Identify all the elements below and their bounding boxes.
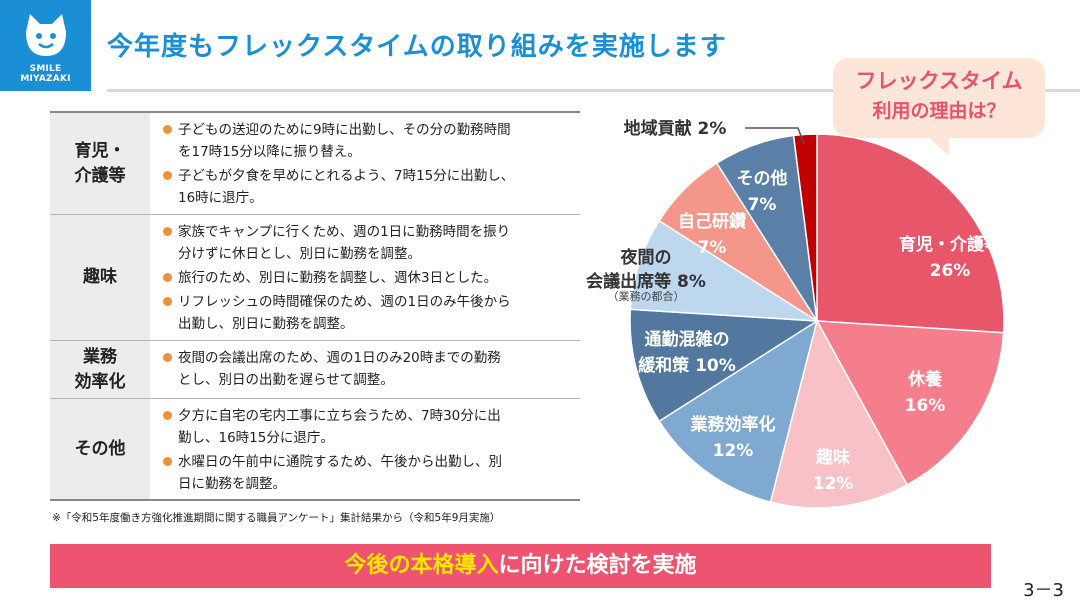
mascot-icon <box>26 14 66 56</box>
pie-slice <box>629 219 818 322</box>
table-row: 趣味 家族でキャンプに行くため、週の1日に勤務時間を振り 分けずに休日とし、別日… <box>50 214 580 340</box>
category-cell: 育児・ 介護等 <box>50 113 150 214</box>
logo-text-line1: SMILE <box>29 64 62 74</box>
slice-label: 自己研鑽 <box>678 211 746 232</box>
pie-slice <box>658 319 819 504</box>
example-item: 旅行のため、別日に勤務を調整し、週休3日とした。 <box>162 267 572 289</box>
example-list: 夕方に自宅の宅内工事に立ち会うため、7時30分に出 勤し、16時15分に退庁。 … <box>150 399 580 499</box>
slice-label: 育児・介護等 <box>899 234 1001 255</box>
example-item: 家族でキャンプに行くため、週の1日に勤務時間を振り 分けずに休日とし、別日に勤務… <box>162 221 572 265</box>
slice-label: 通勤混雑の <box>645 329 730 350</box>
slice-label: その他 <box>737 168 788 189</box>
table-row: その他 夕方に自宅の宅内工事に立ち会うため、7時30分に出 勤し、16時15分に… <box>50 398 580 499</box>
pie-slice <box>816 133 1005 334</box>
example-list: 家族でキャンプに行くため、週の1日に勤務時間を振り 分けずに休日とし、別日に勤務… <box>150 215 580 340</box>
callout-bubble: フレックスタイム 利用の理由は？ <box>833 58 1045 138</box>
slice-sublabel: （業務の都合） <box>608 289 685 303</box>
example-list: 子どもの送迎のために9時に出勤し、その分の勤務時間 を17時15分以降に振り替え… <box>150 113 580 214</box>
slice-label: 緩和策 10% <box>638 355 736 376</box>
category-cell: 業務 効率化 <box>50 341 150 398</box>
slice-label: 業務効率化 <box>691 414 776 435</box>
category-cell: その他 <box>50 399 150 499</box>
slice-label: 地域貢献 2% <box>624 118 727 139</box>
example-item: 夜間の会議出席のため、週の1日のみ20時までの勤務 とし、別日の出勤を遅らせて調… <box>162 347 572 391</box>
slice-label: 夜間の <box>620 247 672 268</box>
leader-line <box>745 127 805 145</box>
pie-slice <box>815 320 1005 486</box>
table-row: 業務 効率化 夜間の会議出席のため、週の1日のみ20時までの勤務 とし、別日の出… <box>50 340 580 398</box>
callout-line2: 利用の理由は？ <box>872 100 1006 122</box>
example-item: リフレッシュの時間確保のため、週の1日のみ午後から 出勤し、別日に勤務を調整。 <box>162 291 572 335</box>
title-divider <box>107 89 1080 92</box>
banner-emphasis: 今後の本格導入 <box>344 553 499 578</box>
reasons-table: 育児・ 介護等 子どもの送迎のために9時に出勤し、その分の勤務時間 を17時15… <box>50 111 580 501</box>
slice-label: 趣味 <box>815 447 850 468</box>
logo: SMILE MIYAZAKI <box>0 0 91 91</box>
slice-label: 12% <box>813 474 854 494</box>
pie-slice <box>792 133 818 322</box>
page-number: 3－3 <box>1023 580 1064 601</box>
pie-slice <box>769 318 909 509</box>
slice-label: 7% <box>748 195 777 215</box>
callout-line1: フレックスタイム <box>855 69 1023 93</box>
example-item: 子どもの送迎のために9時に出勤し、その分の勤務時間 を17時15分以降に振り替え… <box>162 119 572 163</box>
action-banner: 今後の本格導入に向けた検討を実施 <box>50 544 991 588</box>
slice-label: 16% <box>905 396 946 416</box>
slice-label: 会議出席等 8% <box>586 271 706 292</box>
table-row: 育児・ 介護等 子どもの送迎のために9時に出勤し、その分の勤務時間 を17時15… <box>50 113 580 214</box>
slice-label: 12% <box>713 441 754 461</box>
example-item: 子どもが夕食を早めにとれるよう、7時15分に出勤し、 16時に退庁。 <box>162 165 572 209</box>
footnote: ※「令和5年度働き方強化推進期間に関する職員アンケート」集計結果から（令和5年9… <box>52 512 501 524</box>
logo-text-line2: MIYAZAKI <box>20 74 71 84</box>
category-cell: 趣味 <box>50 215 150 340</box>
slice-label: 7% <box>698 238 727 258</box>
pie-slice <box>629 308 820 423</box>
example-list: 夜間の会議出席のため、週の1日のみ20時までの勤務 とし、別日の出勤を遅らせて調… <box>150 341 580 398</box>
page-title: 今年度もフレックスタイムの取り組みを実施します <box>107 32 727 62</box>
banner-text: に向けた検討を実施 <box>498 553 697 578</box>
example-item: 水曜日の午前中に通院するため、午後から出勤し、別 日に勤務を調整。 <box>162 451 572 495</box>
slice-label: 休養 <box>907 369 942 390</box>
slice-label: 26% <box>930 261 971 281</box>
example-item: 夕方に自宅の宅内工事に立ち会うため、7時30分に出 勤し、16時15分に退庁。 <box>162 405 572 449</box>
